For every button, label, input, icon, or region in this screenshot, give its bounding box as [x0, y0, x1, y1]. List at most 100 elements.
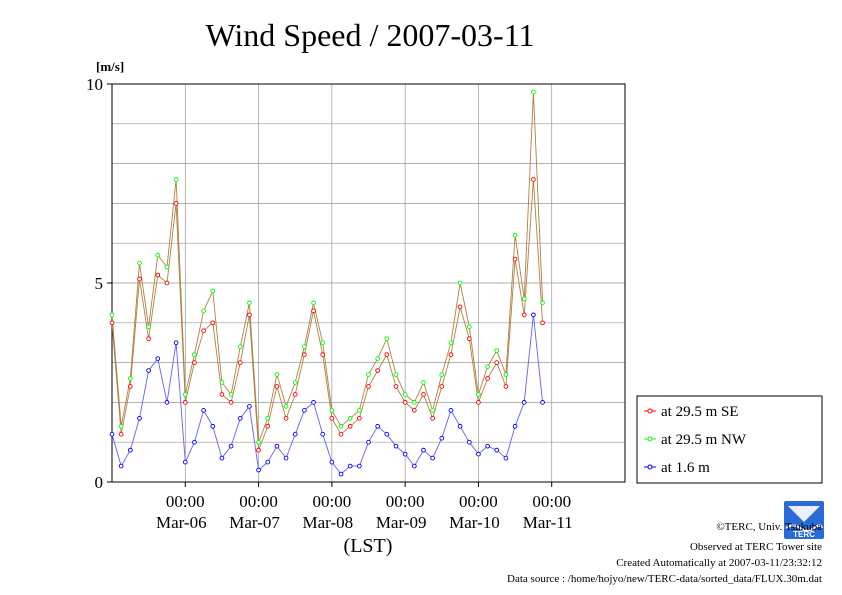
- data-point: [256, 447, 261, 453]
- data-point: [274, 384, 280, 389]
- data-point: [531, 89, 536, 95]
- data-point: [283, 455, 289, 461]
- data-point: [521, 296, 527, 302]
- data-point: [402, 400, 408, 405]
- data-point: [448, 352, 454, 357]
- data-point: [210, 288, 216, 294]
- x-tick-date-label: Mar-09: [376, 513, 427, 532]
- x-axis-label: (LST): [344, 535, 393, 557]
- data-point: [137, 415, 142, 421]
- data-point: [219, 455, 225, 461]
- legend-marker: [647, 436, 653, 442]
- data-point: [228, 400, 234, 405]
- data-point: [411, 400, 417, 405]
- data-point: [173, 340, 179, 346]
- data-point: [393, 372, 399, 377]
- data-point: [118, 423, 124, 429]
- data-point: [302, 352, 307, 357]
- data-point: [210, 320, 216, 326]
- data-point: [421, 392, 426, 397]
- data-point: [421, 447, 426, 453]
- data-point: [247, 300, 252, 306]
- source-text: Data source : /home/hojyo/new/TERC-data/…: [507, 573, 822, 585]
- data-point: [521, 312, 527, 318]
- data-point: [311, 308, 316, 314]
- data-point: [338, 471, 344, 477]
- copyright-text: ©TERC, Univ. Tsukuba: [716, 521, 822, 533]
- data-point: [356, 408, 362, 413]
- data-point: [265, 459, 271, 465]
- x-tick-time-label: 00:00: [459, 492, 498, 511]
- data-point: [411, 408, 417, 413]
- data-point: [439, 384, 445, 389]
- data-point: [466, 439, 472, 445]
- data-point: [292, 380, 298, 385]
- data-point: [302, 408, 307, 413]
- data-point: [476, 451, 481, 457]
- data-point: [512, 423, 518, 429]
- data-point: [430, 455, 435, 461]
- data-point: [457, 423, 463, 429]
- data-point: [311, 300, 316, 306]
- data-point: [366, 384, 371, 389]
- data-point: [421, 380, 426, 385]
- data-point: [320, 340, 326, 346]
- x-tick-date-label: Mar-07: [229, 513, 280, 532]
- data-point: [503, 455, 509, 461]
- data-point: [274, 443, 280, 449]
- data-point: [109, 320, 115, 326]
- observed-text: Observed at TERC Tower site: [690, 541, 822, 553]
- legend-label: at 29.5 m SE: [661, 404, 739, 420]
- legend-box: [636, 395, 823, 484]
- data-point: [228, 392, 234, 397]
- data-point: [356, 415, 362, 421]
- data-point: [347, 423, 353, 429]
- data-point: [247, 312, 252, 318]
- data-point: [173, 201, 179, 206]
- data-point: [466, 324, 472, 330]
- data-point: [494, 348, 500, 354]
- data-point: [439, 435, 445, 441]
- data-point: [173, 177, 179, 182]
- data-point: [210, 423, 216, 429]
- data-point: [512, 256, 518, 262]
- data-point: [192, 439, 197, 445]
- data-point: [494, 360, 500, 365]
- created-text: Created Automatically at 2007-03-11/23:3…: [616, 557, 822, 569]
- data-point: [329, 459, 335, 465]
- data-point: [292, 431, 298, 437]
- data-point: [531, 312, 536, 318]
- data-point: [439, 372, 445, 377]
- data-point: [137, 276, 142, 282]
- data-point: [302, 344, 307, 350]
- data-point: [521, 400, 527, 405]
- data-point: [164, 400, 170, 405]
- data-point: [265, 423, 271, 429]
- x-tick-time-label: 00:00: [166, 492, 205, 511]
- x-tick-time-label: 00:00: [312, 492, 351, 511]
- terc-logo: TERC: [784, 501, 824, 539]
- grid-lines: [112, 84, 625, 482]
- data-point: [127, 447, 133, 453]
- data-point: [320, 431, 326, 437]
- data-point: [402, 392, 408, 397]
- data-point: [219, 392, 225, 397]
- data-point: [338, 431, 344, 437]
- data-point: [338, 423, 344, 429]
- data-point: [540, 320, 545, 326]
- series-line-2: [111, 314, 544, 475]
- data-point: [430, 408, 435, 413]
- data-point: [274, 372, 280, 377]
- data-point: [155, 272, 161, 278]
- y-axis-label: [m/s]: [96, 59, 124, 74]
- data-point: [485, 376, 490, 381]
- data-point: [311, 400, 316, 405]
- data-point: [402, 451, 408, 457]
- x-tick-time-label: 00:00: [386, 492, 425, 511]
- data-point: [109, 431, 115, 437]
- data-point: [182, 400, 188, 405]
- data-point: [384, 352, 390, 357]
- data-point: [219, 380, 225, 385]
- legend-label: at 1.6 m: [661, 460, 710, 476]
